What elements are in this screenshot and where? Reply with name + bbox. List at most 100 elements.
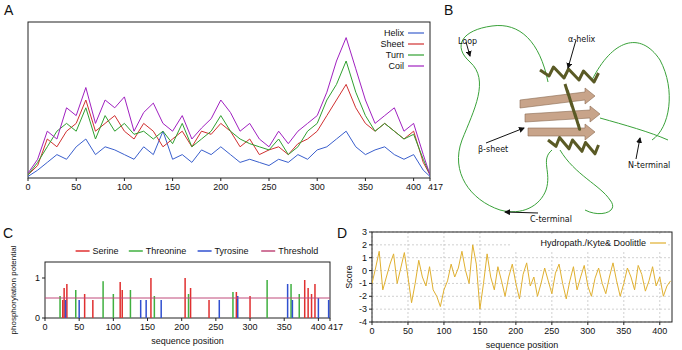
x-tick-label: 350 — [616, 326, 631, 336]
y-tick — [369, 296, 372, 297]
y-tick-label: 0 — [35, 313, 40, 323]
bar — [130, 290, 132, 318]
y-tick — [369, 309, 372, 310]
bar — [119, 282, 121, 318]
loop-trace — [600, 118, 668, 140]
legend-swatch — [261, 250, 275, 252]
x-tick-label: 0 — [369, 326, 374, 336]
bar — [318, 298, 320, 318]
series-line — [372, 245, 671, 309]
x-tick-label: 400 — [406, 182, 421, 192]
grid-line — [443, 232, 444, 322]
legend-swatch — [408, 32, 424, 33]
annotation-arrow — [505, 212, 538, 213]
x-tick — [623, 322, 624, 325]
legend-swatch — [408, 65, 424, 66]
beta-strand — [525, 106, 600, 122]
x-tick-label: 100 — [436, 326, 451, 336]
y-tick — [369, 283, 372, 284]
x-tick-label: 0 — [25, 182, 30, 192]
legend-label: Coil — [388, 61, 404, 71]
x-tick — [330, 318, 331, 321]
bar — [160, 300, 162, 318]
bar — [328, 300, 330, 318]
series-line — [28, 38, 430, 175]
loop-trace — [592, 43, 669, 140]
x-tick-label: 250 — [208, 322, 223, 332]
alpha-helix — [548, 138, 599, 154]
plot-frame — [28, 22, 430, 178]
bar — [219, 300, 221, 318]
x-tick-label: 50 — [74, 322, 84, 332]
x-tick — [318, 318, 319, 321]
bar — [65, 300, 67, 318]
annotation-label: N-terminal — [628, 161, 670, 170]
x-tick-label: 150 — [140, 322, 155, 332]
x-tick — [113, 318, 114, 321]
y-axis-label: Score — [344, 265, 354, 289]
legend-swatch — [650, 242, 666, 243]
bar — [63, 288, 64, 318]
x-tick — [124, 178, 125, 181]
y-tick — [42, 278, 45, 279]
plot-marks — [45, 278, 330, 318]
x-tick — [215, 318, 216, 321]
grid-line — [372, 296, 672, 297]
x-tick-label: 350 — [277, 322, 292, 332]
x-tick — [147, 318, 148, 321]
x-tick — [220, 178, 221, 181]
bar — [237, 296, 239, 318]
x-tick — [79, 318, 80, 321]
legend-label: Sheet — [380, 39, 404, 49]
x-tick — [172, 178, 173, 181]
grid-line — [372, 257, 672, 258]
bar — [140, 300, 142, 318]
bar — [66, 284, 68, 318]
plot-marks — [28, 38, 430, 177]
bar — [121, 290, 123, 318]
x-tick-label: 300 — [580, 326, 595, 336]
bar — [92, 300, 94, 318]
y-tick — [369, 244, 372, 245]
x-tick-label: 150 — [165, 182, 180, 192]
bar — [78, 300, 80, 318]
y-tick — [369, 322, 372, 323]
grid-line — [372, 309, 672, 310]
panel-letter: C — [3, 225, 13, 241]
annotation-label: C-terminal — [530, 215, 572, 224]
bar — [75, 290, 77, 318]
legend-label: Helix — [384, 28, 405, 38]
loop-trace — [560, 150, 613, 214]
x-tick-label: 300 — [243, 322, 258, 332]
alpha-helix — [565, 84, 580, 129]
x-tick — [479, 322, 480, 325]
x-tick — [407, 322, 408, 325]
panel-letter: D — [337, 225, 347, 241]
x-tick-label: 200 — [213, 182, 228, 192]
y-tick-label: 1 — [35, 273, 40, 283]
annotation-arrow — [486, 128, 524, 143]
x-tick — [413, 178, 414, 181]
legend-label: Threshold — [278, 246, 318, 256]
legend-swatch — [408, 54, 424, 55]
legend-swatch — [76, 250, 90, 252]
bar — [314, 284, 316, 318]
y-tick — [369, 257, 372, 258]
x-tick-label: 250 — [544, 326, 559, 336]
x-tick-label: 250 — [261, 182, 276, 192]
x-tick — [587, 322, 588, 325]
panel-letter: A — [4, 2, 14, 18]
bar — [290, 284, 292, 318]
legend-label: Threonine — [146, 246, 187, 256]
y-tick-label: -4 — [359, 317, 367, 327]
x-tick-label: 350 — [358, 182, 373, 192]
x-tick — [284, 318, 285, 321]
x-tick — [365, 178, 366, 181]
x-tick-label: 200 — [508, 326, 523, 336]
annotation-label: Loop — [458, 37, 477, 46]
x-tick-label: 400 — [311, 322, 326, 332]
y-tick — [42, 318, 45, 319]
x-tick — [28, 178, 29, 181]
legend-swatch — [129, 250, 143, 252]
x-axis-label: sequence position — [151, 336, 224, 346]
